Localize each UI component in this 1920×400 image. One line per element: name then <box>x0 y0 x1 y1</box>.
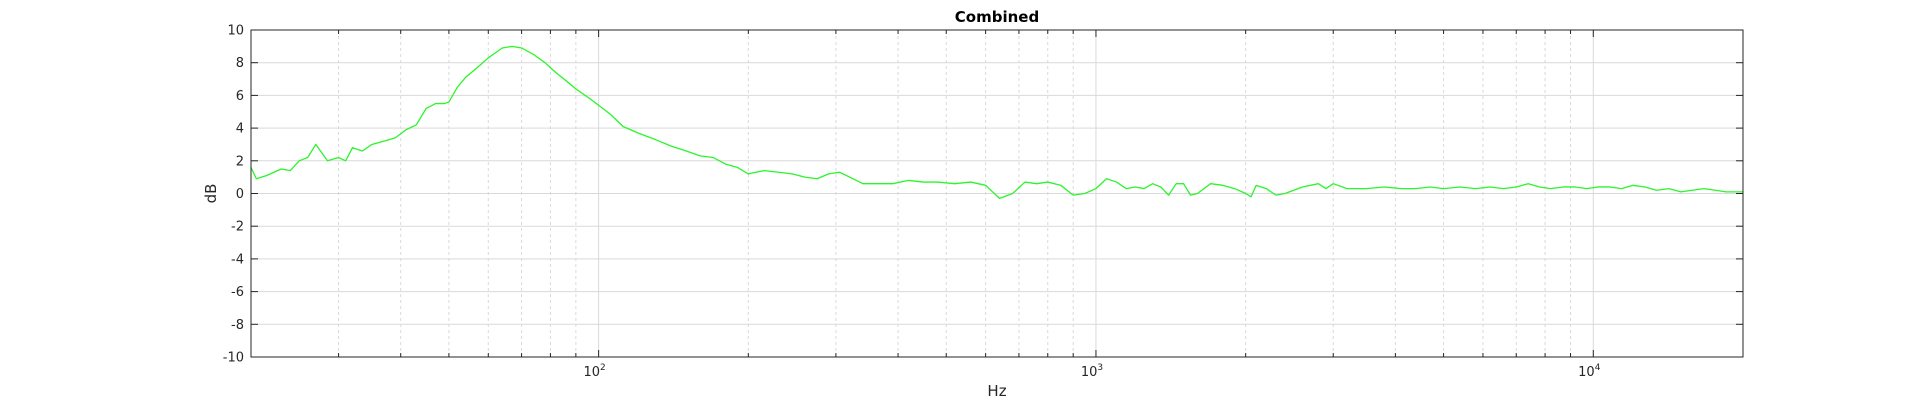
x-tick-label: 102 <box>583 363 605 380</box>
x-tick-label-exponent: 4 <box>1595 363 1601 373</box>
series-line <box>250 45 1743 200</box>
y-axis-label: dB <box>202 184 220 204</box>
x-tick-label-exponent: 3 <box>1097 363 1103 373</box>
x-tick-label-base: 10 <box>1578 365 1595 380</box>
y-tick-label: 2 <box>236 154 244 169</box>
grid <box>250 29 1744 358</box>
series <box>250 45 1743 200</box>
y-tick-label: 10 <box>227 24 244 39</box>
x-tick-label-base: 10 <box>583 365 600 380</box>
y-tick-label: 0 <box>236 187 244 202</box>
plot-frame <box>250 29 1744 358</box>
chart-title: Combined <box>955 8 1039 26</box>
x-tick-label-exponent: 2 <box>600 363 606 373</box>
y-tick-label: -6 <box>231 285 244 300</box>
y-tick-label: 6 <box>236 89 244 104</box>
x-tick-label-base: 10 <box>1081 365 1098 380</box>
x-tick-label: 103 <box>1081 363 1103 380</box>
y-tick-label: -8 <box>231 318 244 333</box>
y-tick-label: -2 <box>231 220 244 235</box>
y-tick-label: -4 <box>231 252 244 267</box>
y-tick-label: -10 <box>223 351 244 366</box>
x-axis-label: Hz <box>987 382 1006 400</box>
y-tick-label: 8 <box>236 56 244 71</box>
y-tick-label: 4 <box>236 122 244 137</box>
x-tick-label: 104 <box>1578 363 1601 380</box>
